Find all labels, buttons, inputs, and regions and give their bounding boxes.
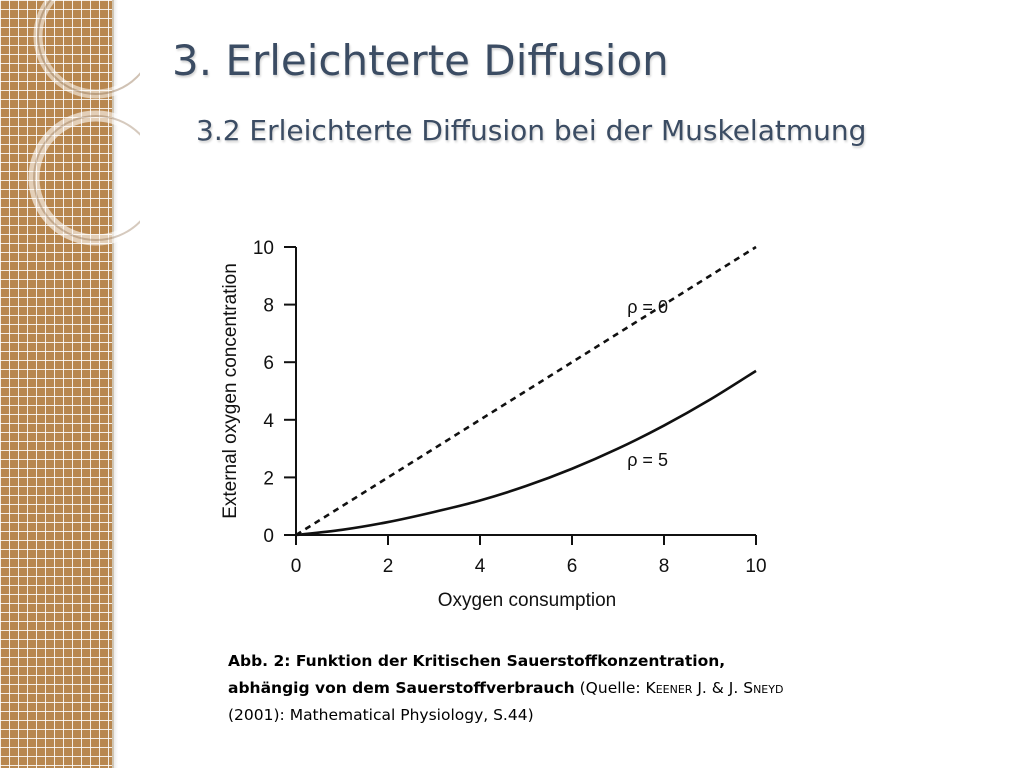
x-axis-ticks: 0 2 4 6 8 10 [291,535,767,577]
x-tick-label: 0 [291,556,302,577]
y-tick-label: 4 [263,411,274,432]
caption-author-joiner: J. & J. [692,679,744,697]
y-axis-label: External oxygen concentration [220,263,241,519]
x-axis-label: Oxygen consumption [438,590,617,611]
caption-author-1: Keener [645,679,693,697]
side-band-shadow [112,0,118,768]
slide-title: 3. Erleichterte Diffusion [172,36,669,85]
y-axis-ticks: 0 2 4 6 8 10 [253,238,296,547]
caption-source-rest: (2001): Mathematical Physiology, S.44) [228,706,534,724]
caption-author-2: Sneyd [743,679,784,697]
y-tick-label: 10 [253,238,274,259]
caption-bold-text: Abb. 2: Funktion der Kritischen Sauersto… [228,652,726,697]
series-annotation-label: ρ = 0 [627,297,668,317]
x-tick-label: 10 [745,556,766,577]
y-tick-label: 2 [263,468,274,489]
x-tick-label: 2 [383,556,394,577]
figure-caption: Abb. 2: Funktion der Kritischen Sauersto… [228,648,788,729]
y-tick-label: 8 [263,296,274,317]
series-line-rho-5 [295,369,757,537]
decorative-rings [28,0,140,246]
chart-annotations: ρ = 0 ρ = 5 [627,297,668,470]
y-tick-label: 6 [263,353,274,374]
series-line-rho-0 [295,245,757,537]
chart-series [295,245,757,537]
series-annotation-label: ρ = 5 [627,450,668,470]
caption-source-prefix: (Quelle: [574,679,646,697]
slide-subtitle: 3.2 Erleichterte Diffusion bei der Muske… [196,114,867,147]
chart-axes [295,247,756,536]
x-tick-label: 6 [567,556,578,577]
x-tick-label: 4 [475,556,486,577]
oxygen-chart: 0 2 4 6 8 10 0 2 4 6 8 10 ρ = 0 ρ = 5 Oxygen consum… [220,238,767,611]
y-tick-label: 0 [263,526,274,547]
x-tick-label: 8 [659,556,670,577]
